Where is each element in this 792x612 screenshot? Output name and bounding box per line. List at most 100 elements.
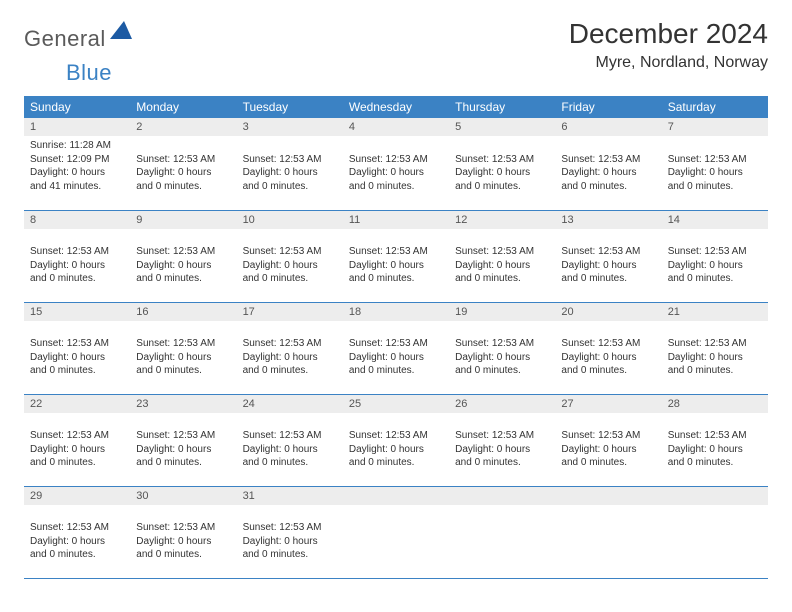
day-details: Sunset: 12:53 AMDaylight: 0 hoursand 0 m… bbox=[343, 321, 449, 382]
day-detail-line: Daylight: 0 hours bbox=[30, 443, 124, 457]
day-detail-line: Sunrise: 11:28 AM bbox=[30, 139, 124, 153]
day-details: Sunset: 12:53 AMDaylight: 0 hoursand 0 m… bbox=[449, 229, 555, 290]
calendar-day-cell: 20 Sunset: 12:53 AMDaylight: 0 hoursand … bbox=[555, 302, 661, 394]
day-details bbox=[555, 505, 661, 512]
day-details: Sunset: 12:53 AMDaylight: 0 hoursand 0 m… bbox=[555, 413, 661, 474]
day-detail-line: Sunset: 12:53 AM bbox=[136, 337, 230, 351]
day-detail-line: Daylight: 0 hours bbox=[30, 535, 124, 549]
calendar-day-cell: 31 Sunset: 12:53 AMDaylight: 0 hoursand … bbox=[237, 486, 343, 578]
day-detail-line: and 0 minutes. bbox=[349, 364, 443, 378]
day-detail-line bbox=[455, 139, 549, 153]
day-number: 19 bbox=[449, 303, 555, 321]
weekday-header-row: Sunday Monday Tuesday Wednesday Thursday… bbox=[24, 96, 768, 118]
day-number: 4 bbox=[343, 118, 449, 136]
calendar-day-cell: 1Sunrise: 11:28 AMSunset: 12:09 PMDaylig… bbox=[24, 118, 130, 210]
day-number: 10 bbox=[237, 211, 343, 229]
day-detail-line: Sunset: 12:53 AM bbox=[30, 337, 124, 351]
day-detail-line bbox=[243, 416, 337, 430]
day-number: 25 bbox=[343, 395, 449, 413]
day-detail-line: Sunset: 12:53 AM bbox=[455, 337, 549, 351]
day-detail-line: Daylight: 0 hours bbox=[349, 259, 443, 273]
weekday-header: Monday bbox=[130, 96, 236, 118]
day-details: Sunset: 12:53 AMDaylight: 0 hoursand 0 m… bbox=[555, 136, 661, 197]
day-detail-line bbox=[561, 416, 655, 430]
weekday-header: Thursday bbox=[449, 96, 555, 118]
weekday-header: Friday bbox=[555, 96, 661, 118]
day-details bbox=[343, 505, 449, 512]
calendar-day-cell: 30 Sunset: 12:53 AMDaylight: 0 hoursand … bbox=[130, 486, 236, 578]
day-number: . bbox=[343, 487, 449, 505]
day-number: 18 bbox=[343, 303, 449, 321]
day-detail-line: and 0 minutes. bbox=[136, 180, 230, 194]
day-detail-line bbox=[668, 416, 762, 430]
day-details: Sunset: 12:53 AMDaylight: 0 hoursand 0 m… bbox=[130, 321, 236, 382]
day-number: 13 bbox=[555, 211, 661, 229]
day-detail-line: and 0 minutes. bbox=[349, 456, 443, 470]
day-detail-line: Sunset: 12:53 AM bbox=[349, 429, 443, 443]
day-detail-line: Daylight: 0 hours bbox=[349, 443, 443, 457]
day-detail-line: and 0 minutes. bbox=[455, 180, 549, 194]
day-details: Sunset: 12:53 AMDaylight: 0 hoursand 0 m… bbox=[130, 229, 236, 290]
calendar-day-cell: 16 Sunset: 12:53 AMDaylight: 0 hoursand … bbox=[130, 302, 236, 394]
day-detail-line: Sunset: 12:53 AM bbox=[30, 521, 124, 535]
day-detail-line: Daylight: 0 hours bbox=[243, 443, 337, 457]
day-detail-line: and 0 minutes. bbox=[455, 272, 549, 286]
day-detail-line: Daylight: 0 hours bbox=[668, 351, 762, 365]
day-detail-line bbox=[455, 416, 549, 430]
calendar-day-cell: . bbox=[662, 486, 768, 578]
day-detail-line: Daylight: 0 hours bbox=[455, 259, 549, 273]
day-detail-line: Daylight: 0 hours bbox=[243, 166, 337, 180]
day-detail-line bbox=[668, 232, 762, 246]
day-detail-line: and 0 minutes. bbox=[561, 364, 655, 378]
weekday-header: Wednesday bbox=[343, 96, 449, 118]
day-detail-line: Daylight: 0 hours bbox=[243, 259, 337, 273]
day-details: Sunset: 12:53 AMDaylight: 0 hoursand 0 m… bbox=[662, 136, 768, 197]
day-number: 28 bbox=[662, 395, 768, 413]
day-detail-line: Daylight: 0 hours bbox=[668, 443, 762, 457]
day-detail-line: and 0 minutes. bbox=[349, 272, 443, 286]
day-details: Sunrise: 11:28 AMSunset: 12:09 PMDayligh… bbox=[24, 136, 130, 197]
day-number: 3 bbox=[237, 118, 343, 136]
day-detail-line: Sunset: 12:53 AM bbox=[136, 429, 230, 443]
day-detail-line: Sunset: 12:53 AM bbox=[455, 429, 549, 443]
day-detail-line: Sunset: 12:53 AM bbox=[668, 429, 762, 443]
day-detail-line: Daylight: 0 hours bbox=[455, 443, 549, 457]
weekday-header: Saturday bbox=[662, 96, 768, 118]
day-detail-line: and 0 minutes. bbox=[349, 180, 443, 194]
day-detail-line: Daylight: 0 hours bbox=[349, 166, 443, 180]
day-details: Sunset: 12:53 AMDaylight: 0 hoursand 0 m… bbox=[343, 229, 449, 290]
day-detail-line: and 0 minutes. bbox=[243, 456, 337, 470]
day-detail-line: and 0 minutes. bbox=[455, 364, 549, 378]
day-detail-line: and 0 minutes. bbox=[136, 272, 230, 286]
calendar-day-cell: 10 Sunset: 12:53 AMDaylight: 0 hoursand … bbox=[237, 210, 343, 302]
calendar-day-cell: 7 Sunset: 12:53 AMDaylight: 0 hoursand 0… bbox=[662, 118, 768, 210]
day-detail-line: Sunset: 12:53 AM bbox=[136, 153, 230, 167]
day-detail-line: and 0 minutes. bbox=[668, 180, 762, 194]
day-detail-line bbox=[243, 324, 337, 338]
day-detail-line bbox=[561, 139, 655, 153]
calendar-day-cell: 29 Sunset: 12:53 AMDaylight: 0 hoursand … bbox=[24, 486, 130, 578]
day-detail-line: and 0 minutes. bbox=[561, 272, 655, 286]
calendar-day-cell: . bbox=[449, 486, 555, 578]
day-number: 7 bbox=[662, 118, 768, 136]
day-detail-line: and 0 minutes. bbox=[561, 180, 655, 194]
day-details: Sunset: 12:53 AMDaylight: 0 hoursand 0 m… bbox=[24, 229, 130, 290]
day-detail-line bbox=[243, 508, 337, 522]
calendar-day-cell: 23 Sunset: 12:53 AMDaylight: 0 hoursand … bbox=[130, 394, 236, 486]
day-details: Sunset: 12:53 AMDaylight: 0 hoursand 0 m… bbox=[449, 413, 555, 474]
calendar-day-cell: . bbox=[343, 486, 449, 578]
calendar-day-cell: 19 Sunset: 12:53 AMDaylight: 0 hoursand … bbox=[449, 302, 555, 394]
day-detail-line bbox=[349, 139, 443, 153]
day-detail-line: Sunset: 12:53 AM bbox=[455, 245, 549, 259]
logo-sail-icon bbox=[110, 21, 132, 44]
day-detail-line bbox=[136, 416, 230, 430]
day-number: 20 bbox=[555, 303, 661, 321]
calendar-day-cell: 11 Sunset: 12:53 AMDaylight: 0 hoursand … bbox=[343, 210, 449, 302]
day-detail-line: Daylight: 0 hours bbox=[136, 535, 230, 549]
location-label: Myre, Nordland, Norway bbox=[569, 54, 768, 72]
day-detail-line bbox=[136, 508, 230, 522]
calendar-day-cell: 8 Sunset: 12:53 AMDaylight: 0 hoursand 0… bbox=[24, 210, 130, 302]
day-details: Sunset: 12:53 AMDaylight: 0 hoursand 0 m… bbox=[662, 413, 768, 474]
day-detail-line: Sunset: 12:53 AM bbox=[243, 429, 337, 443]
day-details: Sunset: 12:53 AMDaylight: 0 hoursand 0 m… bbox=[24, 413, 130, 474]
